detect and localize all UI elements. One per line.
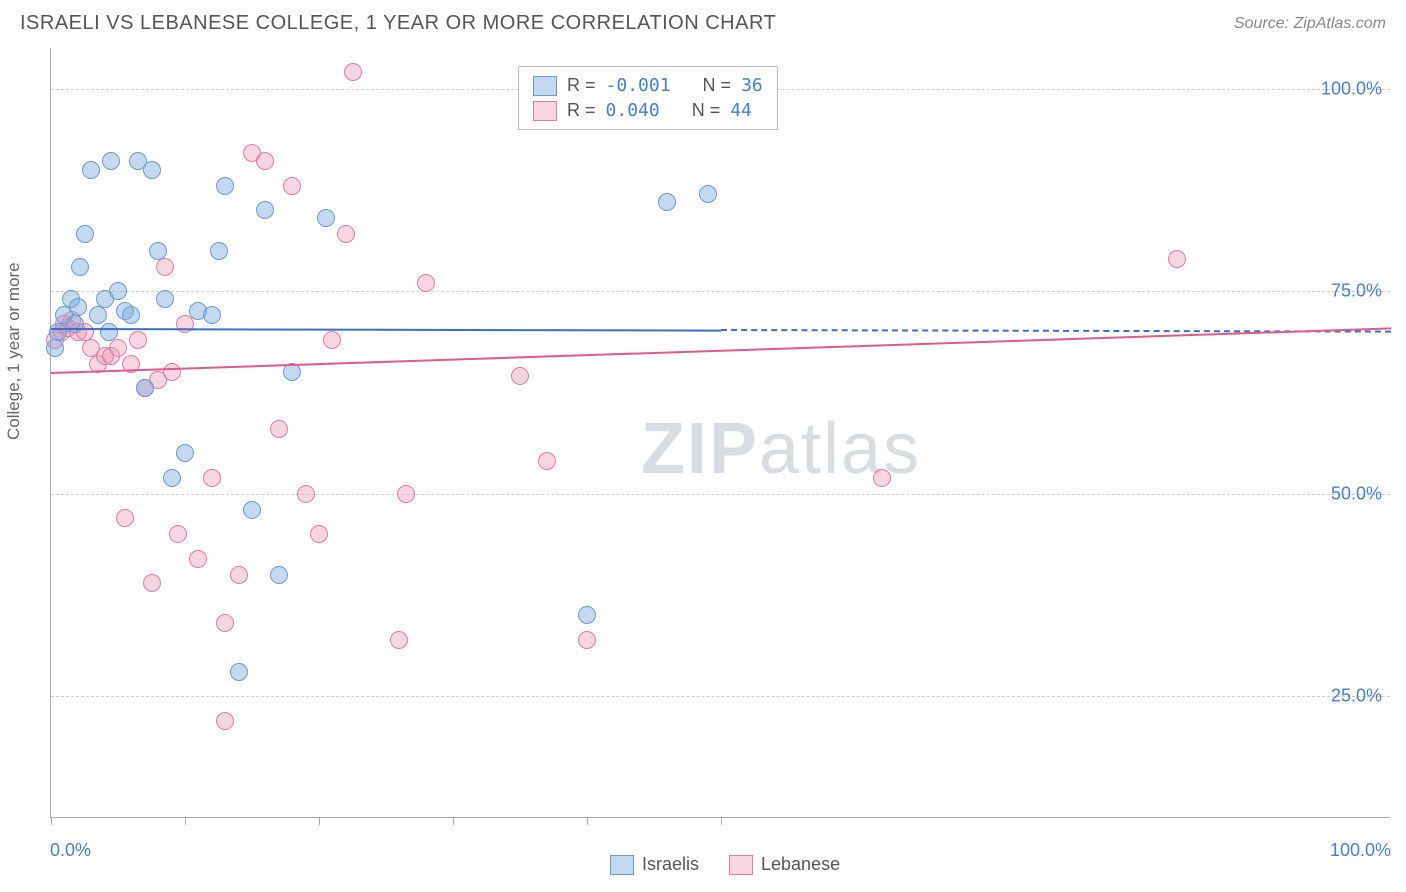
legend-row: R = 0.040N = 44 — [533, 98, 763, 123]
lebanese-point — [538, 452, 556, 470]
lebanese-point — [116, 509, 134, 527]
y-tick-label: 25.0% — [1331, 686, 1382, 707]
scatter-chart: ZIPatlas 25.0%50.0%75.0%100.0%R = -0.001… — [50, 48, 1390, 818]
header: ISRAELI VS LEBANESE COLLEGE, 1 YEAR OR M… — [0, 0, 1406, 43]
israelis-point — [176, 444, 194, 462]
lebanese-point — [109, 339, 127, 357]
lebanese-point — [129, 331, 147, 349]
israelis-point — [156, 290, 174, 308]
x-tick — [721, 817, 722, 825]
source-attribution: Source: ZipAtlas.com — [1234, 15, 1386, 33]
gridline — [51, 696, 1390, 697]
israelis-point — [49, 323, 67, 341]
lebanese-point — [216, 712, 234, 730]
israelis-point — [89, 306, 107, 324]
legend-swatch — [533, 101, 557, 121]
lebanese-point — [297, 485, 315, 503]
israelis-point — [143, 161, 161, 179]
x-tick — [453, 817, 454, 825]
legend-label: Israelis — [642, 854, 699, 875]
x-tick-label: 100.0% — [1330, 840, 1391, 861]
lebanese-point — [216, 614, 234, 632]
israelis-point — [243, 501, 261, 519]
israelis-point — [658, 193, 676, 211]
legend-row: R = -0.001N = 36 — [533, 73, 763, 98]
lebanese-point — [397, 485, 415, 503]
israelis-point — [270, 566, 288, 584]
series-legend: Israelis Lebanese — [610, 854, 840, 875]
lebanese-point — [283, 177, 301, 195]
lebanese-point — [189, 550, 207, 568]
x-tick — [319, 817, 320, 825]
legend-item: Israelis — [610, 854, 699, 875]
y-tick-label: 75.0% — [1331, 281, 1382, 302]
israelis-point — [46, 339, 64, 357]
lebanese-point — [230, 566, 248, 584]
israelis-point — [699, 185, 717, 203]
legend-item: Lebanese — [729, 854, 840, 875]
lebanese-point — [323, 331, 341, 349]
israelis-point — [71, 258, 89, 276]
israelis-point — [102, 152, 120, 170]
y-tick-label: 50.0% — [1331, 483, 1382, 504]
israelis-point — [100, 323, 118, 341]
israelis-point — [578, 606, 596, 624]
trend-line — [51, 328, 721, 332]
israelis-point — [136, 379, 154, 397]
chart-title: ISRAELI VS LEBANESE COLLEGE, 1 YEAR OR M… — [20, 12, 776, 35]
y-axis-title: College, 1 year or more — [4, 262, 24, 440]
lebanese-point — [169, 525, 187, 543]
gridline — [51, 291, 1390, 292]
israelis-point — [69, 298, 87, 316]
israelis-point — [109, 282, 127, 300]
lebanese-point — [337, 225, 355, 243]
israelis-point — [203, 306, 221, 324]
lebanese-point — [1168, 250, 1186, 268]
israelis-point — [317, 209, 335, 227]
legend-swatch — [610, 855, 634, 875]
x-tick-label: 0.0% — [50, 840, 91, 861]
lebanese-point — [203, 469, 221, 487]
lebanese-point — [873, 469, 891, 487]
lebanese-point — [511, 367, 529, 385]
lebanese-point — [143, 574, 161, 592]
legend-swatch — [729, 855, 753, 875]
legend-swatch — [533, 76, 557, 96]
israelis-point — [82, 161, 100, 179]
israelis-point — [149, 242, 167, 260]
trend-line — [51, 328, 1391, 375]
correlation-legend: R = -0.001N = 36R = 0.040N = 44 — [518, 66, 778, 130]
israelis-point — [216, 177, 234, 195]
lebanese-point — [156, 258, 174, 276]
israelis-point — [210, 242, 228, 260]
lebanese-point — [390, 631, 408, 649]
lebanese-point — [417, 274, 435, 292]
y-tick-label: 100.0% — [1321, 78, 1382, 99]
lebanese-point — [163, 363, 181, 381]
lebanese-point — [344, 63, 362, 81]
israelis-point — [163, 469, 181, 487]
x-tick — [587, 817, 588, 825]
israelis-point — [122, 306, 140, 324]
x-tick — [51, 817, 52, 825]
israelis-point — [230, 663, 248, 681]
lebanese-point — [310, 525, 328, 543]
gridline — [51, 494, 1390, 495]
israelis-point — [256, 201, 274, 219]
lebanese-point — [270, 420, 288, 438]
x-tick — [185, 817, 186, 825]
lebanese-point — [578, 631, 596, 649]
lebanese-point — [256, 152, 274, 170]
israelis-point — [76, 225, 94, 243]
legend-label: Lebanese — [761, 854, 840, 875]
